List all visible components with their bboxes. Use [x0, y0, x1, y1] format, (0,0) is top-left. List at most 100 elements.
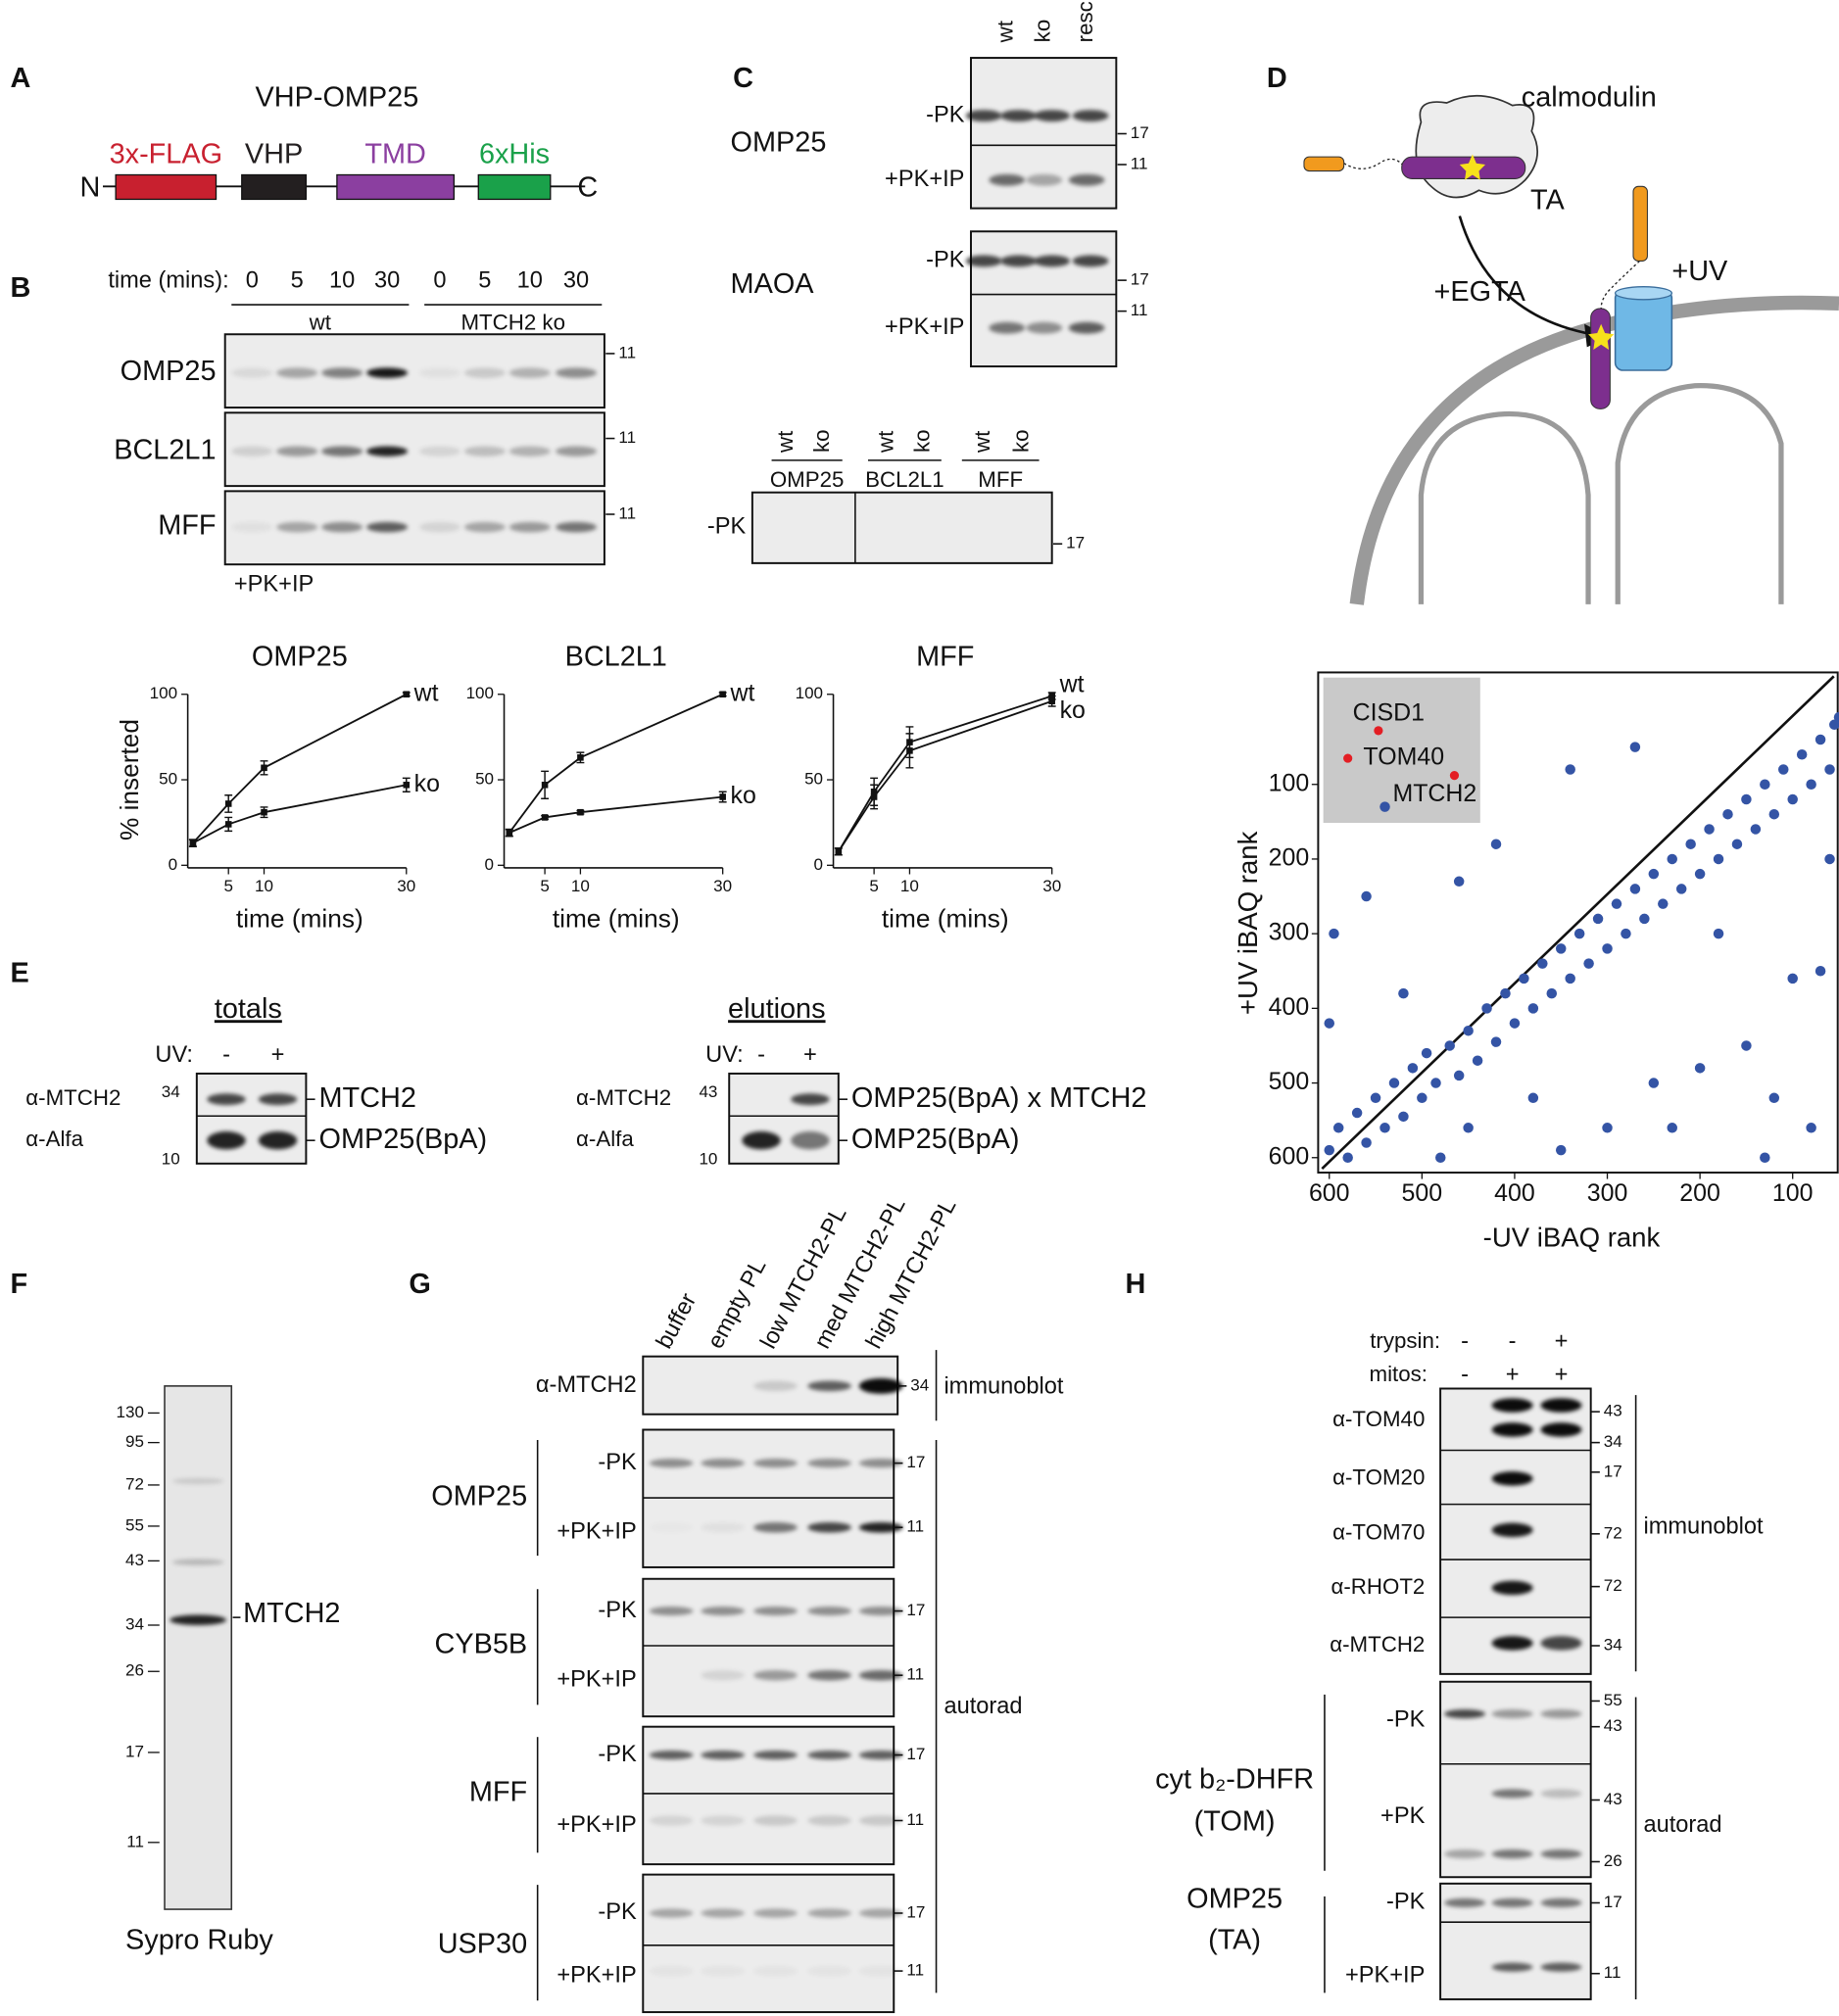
band-label: MTCH2 — [243, 1598, 340, 1629]
label: +PK+IP — [557, 1519, 636, 1545]
star — [1588, 323, 1615, 350]
size-marker: 17 — [125, 1742, 144, 1760]
gel — [164, 1385, 233, 1910]
label: OMP25 — [731, 127, 827, 159]
data-point — [1583, 958, 1594, 969]
band-label: OMP25(BpA) — [319, 1124, 488, 1155]
band — [418, 367, 460, 378]
x-axis-label: time (mins) — [882, 904, 1009, 934]
linker — [1600, 260, 1640, 310]
band — [1540, 1708, 1582, 1719]
label: Sypro Ruby — [125, 1925, 273, 1956]
band — [753, 1522, 798, 1533]
y-tick-label: 600 — [1269, 1142, 1310, 1170]
label: 30 — [374, 268, 400, 294]
y-axis-label: % inserted — [115, 719, 144, 840]
data-point — [1611, 898, 1622, 909]
band — [1072, 110, 1109, 122]
band — [753, 1815, 798, 1826]
label: -PK — [1386, 1706, 1426, 1732]
blot — [195, 1072, 308, 1165]
data-point — [1351, 1107, 1363, 1119]
band — [276, 446, 318, 456]
data-point — [1435, 1152, 1446, 1164]
data-point — [1555, 1144, 1567, 1156]
blot — [970, 230, 1118, 368]
data-point — [1760, 779, 1770, 790]
lane-label: wt — [970, 430, 994, 454]
data-point — [1388, 1078, 1400, 1088]
label: 5 — [478, 268, 491, 294]
label: UV: — [705, 1042, 743, 1068]
label: +PK+IP — [557, 1812, 636, 1838]
tag — [1303, 156, 1345, 172]
band — [556, 446, 598, 456]
label: α-MTCH2 — [1330, 1632, 1425, 1656]
tom-channel — [1614, 289, 1673, 371]
label: OMP25 — [431, 1481, 527, 1512]
data-point — [870, 793, 878, 800]
linker — [1343, 158, 1405, 169]
data-point — [1815, 734, 1826, 745]
band — [858, 1378, 903, 1394]
band — [321, 521, 363, 533]
data-point — [1573, 928, 1585, 939]
data-point — [835, 848, 843, 855]
data-point — [1453, 1070, 1465, 1081]
band — [649, 1606, 694, 1616]
band — [171, 1477, 224, 1485]
label: -PK — [598, 1899, 637, 1925]
size-marker: 17 — [906, 1601, 925, 1619]
band — [649, 1815, 694, 1826]
data-point — [1398, 1111, 1409, 1123]
band — [753, 1908, 798, 1918]
band — [1540, 1962, 1582, 1972]
band — [858, 1908, 903, 1918]
size-marker: 11 — [906, 1810, 924, 1829]
x-tick-label: 5 — [540, 877, 549, 895]
series-label: wt — [1059, 671, 1085, 698]
size-marker: 26 — [1604, 1851, 1622, 1870]
y-tick-label: 50 — [804, 770, 823, 789]
band — [753, 1750, 798, 1760]
data-point — [1704, 824, 1715, 835]
data-point — [1787, 793, 1798, 805]
series-line — [192, 784, 407, 844]
label: -PK — [598, 1598, 637, 1623]
band — [556, 521, 598, 533]
size-marker: 11 — [906, 1517, 924, 1536]
data-point — [1815, 966, 1826, 977]
label: α-Alfa — [25, 1127, 83, 1151]
domain-label: 6xHis — [479, 138, 550, 169]
label: 30 — [563, 268, 589, 294]
y-tick-label: 50 — [475, 770, 494, 789]
label: +PK+IP — [885, 314, 964, 340]
data-point — [1592, 913, 1604, 925]
data-point — [1481, 1003, 1492, 1014]
label: CYB5B — [435, 1629, 528, 1660]
series-line — [508, 795, 723, 834]
label: +EGTA — [1434, 276, 1526, 308]
band — [807, 1908, 851, 1918]
data-point — [1602, 1123, 1613, 1133]
data-point — [1713, 853, 1724, 865]
band — [650, 1522, 694, 1533]
band — [276, 367, 318, 378]
size-marker: 17 — [1604, 1893, 1622, 1911]
label: +PK — [1380, 1803, 1426, 1829]
data-point — [1824, 853, 1835, 865]
domain-label: TMD — [364, 138, 426, 169]
size-marker: 72 — [1604, 1576, 1622, 1595]
label: (TA) — [1208, 1925, 1261, 1956]
label: α-TOM70 — [1332, 1520, 1425, 1545]
band — [1540, 1789, 1582, 1799]
size-marker: 11 — [126, 1832, 144, 1850]
band — [508, 446, 551, 456]
data-point — [1565, 973, 1575, 984]
band — [791, 1131, 830, 1150]
data-point — [1417, 1092, 1428, 1104]
band — [366, 446, 409, 456]
data-point — [1602, 943, 1613, 954]
data-point — [1768, 1092, 1780, 1104]
